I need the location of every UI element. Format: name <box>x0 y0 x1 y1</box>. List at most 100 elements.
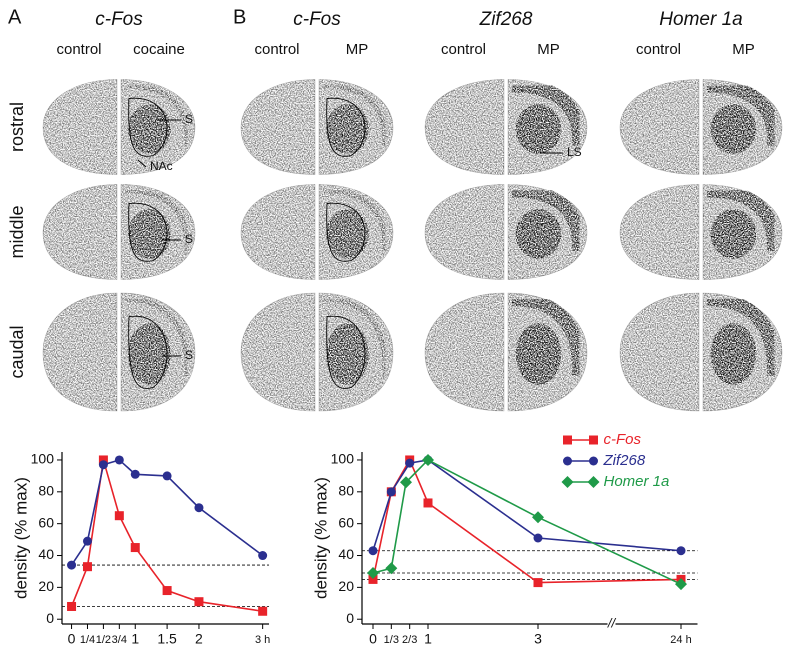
condition-label: MP <box>537 41 560 58</box>
series-line <box>70 459 264 566</box>
brain-texture <box>241 79 315 175</box>
brain-texture <box>43 184 117 280</box>
marker <box>67 560 77 570</box>
striatum-signal <box>326 104 369 154</box>
marker <box>405 458 415 468</box>
striatum-signal <box>128 209 171 259</box>
marker <box>162 586 172 596</box>
marker <box>561 476 574 488</box>
y-tick-label: 40 <box>338 546 354 562</box>
gene-heading: Zif268 <box>479 9 533 30</box>
brain-texture <box>43 293 117 411</box>
x-tick-label: 3/4 <box>112 634 127 646</box>
striatum-signal <box>710 323 757 385</box>
marker <box>194 597 204 607</box>
x-tick-label: 1/2 <box>96 634 111 646</box>
striatum-signal <box>326 323 369 385</box>
marker <box>98 455 108 465</box>
striatum-signal <box>710 209 757 259</box>
annotation-leader <box>137 159 147 168</box>
brain-texture <box>43 79 117 175</box>
annotation: S <box>185 348 193 362</box>
brain-texture <box>425 79 504 175</box>
striatum-signal <box>326 209 369 259</box>
marker <box>367 567 379 580</box>
y-tick-label: 60 <box>38 514 54 530</box>
y-tick-label: 100 <box>31 451 55 467</box>
cortex-band <box>511 183 587 252</box>
striatum-signal <box>128 104 171 154</box>
y-tick-label: 80 <box>338 483 354 499</box>
striatum-signal <box>515 209 562 259</box>
condition-label: MP <box>346 41 369 58</box>
y-tick-label: 20 <box>338 578 354 594</box>
x-tick-label: 3 h <box>255 634 270 646</box>
brain-texture <box>620 293 699 411</box>
condition-label: cocaine <box>133 41 185 58</box>
marker <box>82 536 92 546</box>
x-tick-label: 3 <box>534 631 542 647</box>
annotation: LS <box>567 145 582 159</box>
gene-heading: Homer 1a <box>659 9 742 30</box>
striatum-signal <box>128 323 171 385</box>
y-axis-label: density (% max) <box>311 477 330 599</box>
cortex-band <box>511 78 587 147</box>
marker <box>98 460 108 470</box>
legend-label: Homer 1a <box>604 473 670 490</box>
cortex-band <box>706 183 782 252</box>
marker <box>533 578 543 588</box>
brain-texture <box>241 293 315 411</box>
y-tick-label: 40 <box>38 546 54 562</box>
series-line <box>372 458 682 584</box>
x-tick-label: 2/3 <box>402 634 417 646</box>
y-tick-label: 60 <box>338 514 354 530</box>
striatum-signal <box>515 104 562 154</box>
striatum-outline <box>128 315 168 389</box>
cortex-band <box>511 292 587 376</box>
cortex-band <box>124 296 190 376</box>
marker <box>400 476 412 489</box>
legend-label: Zif268 <box>603 452 646 469</box>
cortex-band <box>322 83 388 147</box>
striatum-outline <box>326 97 366 157</box>
marker <box>368 574 378 584</box>
marker <box>563 435 572 445</box>
y-tick-label: 80 <box>38 483 54 499</box>
marker <box>162 471 172 481</box>
marker <box>194 503 204 513</box>
cortex-band <box>124 188 190 252</box>
cortex-band <box>322 188 388 252</box>
marker <box>130 543 140 553</box>
row-label: caudal <box>7 325 27 378</box>
marker <box>258 606 268 616</box>
marker <box>130 469 140 479</box>
marker <box>423 498 433 508</box>
striatum-outline <box>326 315 366 389</box>
marker <box>533 533 543 543</box>
panel-label: A <box>8 6 22 28</box>
marker <box>386 487 396 497</box>
marker <box>67 601 77 611</box>
striatum-signal <box>515 323 562 385</box>
marker <box>563 456 572 466</box>
striatum-outline <box>326 202 366 262</box>
marker <box>589 435 598 445</box>
cortex-band <box>322 296 388 376</box>
marker <box>589 456 598 466</box>
marker <box>114 511 124 521</box>
annotation: NAc <box>150 159 173 173</box>
series-line <box>372 459 682 552</box>
axis-break-gap <box>607 620 616 628</box>
x-tick-label: 24 h <box>670 634 691 646</box>
x-tick-label: 0 <box>369 631 377 647</box>
cortex-band <box>706 78 782 147</box>
condition-label: control <box>441 41 486 58</box>
striatum-signal <box>710 104 757 154</box>
y-axis-label: density (% max) <box>11 477 30 599</box>
y-tick-label: 100 <box>331 451 355 467</box>
marker <box>676 546 686 556</box>
brain-texture <box>241 184 315 280</box>
x-tick-label: 1.5 <box>157 631 177 647</box>
condition-label: control <box>636 41 681 58</box>
